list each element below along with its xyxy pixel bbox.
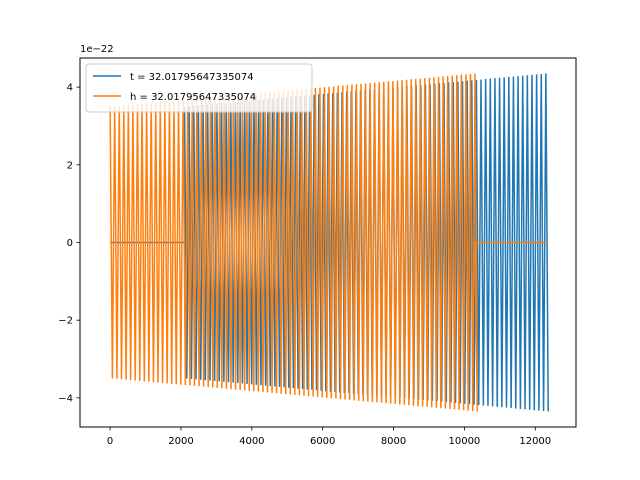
y-tick-label: 2 bbox=[67, 160, 73, 171]
y-axis-offset-label: 1e−22 bbox=[80, 44, 114, 55]
x-tick-label: 2000 bbox=[168, 436, 193, 447]
y-tick-label: 4 bbox=[67, 83, 73, 94]
y-tick-label: −4 bbox=[58, 393, 73, 404]
x-tick-label: 0 bbox=[107, 436, 113, 447]
legend-box bbox=[85, 63, 313, 113]
legend-label-0: t = 32.01795647335074 bbox=[130, 72, 254, 83]
x-tick-label: 10000 bbox=[448, 436, 480, 447]
x-tick-label: 4000 bbox=[239, 436, 264, 447]
legend: t = 32.01795647335074 h = 32.017956473350… bbox=[85, 63, 313, 113]
x-tick-label: 6000 bbox=[310, 436, 335, 447]
y-tick-label: 0 bbox=[67, 238, 73, 249]
y-tick-label: −2 bbox=[58, 316, 73, 327]
x-tick-label: 12000 bbox=[519, 436, 551, 447]
x-tick-label: 8000 bbox=[381, 436, 406, 447]
legend-label-1: h = 32.01795647335074 bbox=[130, 92, 256, 103]
series-line-1 bbox=[109, 73, 546, 412]
